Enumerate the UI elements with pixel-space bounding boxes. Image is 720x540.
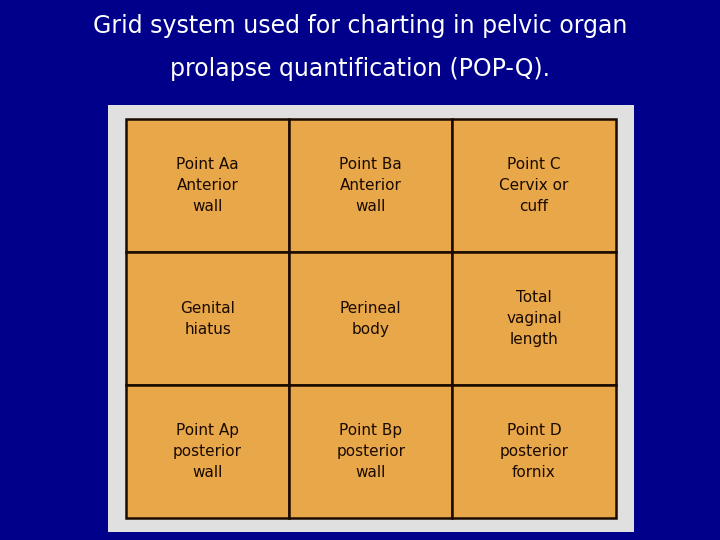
Text: Grid system used for charting in pelvic organ: Grid system used for charting in pelvic …	[93, 14, 627, 37]
Text: Genital
hiatus: Genital hiatus	[180, 301, 235, 336]
Bar	[126, 119, 289, 252]
Text: Total
vaginal
length: Total vaginal length	[506, 290, 562, 347]
Text: Point C
Cervix or
cuff: Point C Cervix or cuff	[499, 157, 569, 214]
Bar	[452, 119, 616, 252]
Text: Point Ap
posterior
wall: Point Ap posterior wall	[173, 423, 242, 480]
Bar	[108, 105, 634, 532]
Bar	[452, 252, 616, 385]
Bar	[126, 385, 289, 518]
Bar	[289, 119, 452, 252]
Text: prolapse quantification (POP-Q).: prolapse quantification (POP-Q).	[170, 57, 550, 80]
Text: Point Bp
posterior
wall: Point Bp posterior wall	[336, 423, 405, 480]
Text: Point D
posterior
fornix: Point D posterior fornix	[500, 423, 569, 480]
Text: Point Aa
Anterior
wall: Point Aa Anterior wall	[176, 157, 239, 214]
Bar	[289, 385, 452, 518]
Bar	[452, 385, 616, 518]
Text: Perineal
body: Perineal body	[340, 301, 402, 336]
Bar	[126, 252, 289, 385]
Text: Point Ba
Anterior
wall: Point Ba Anterior wall	[339, 157, 402, 214]
Bar	[289, 252, 452, 385]
